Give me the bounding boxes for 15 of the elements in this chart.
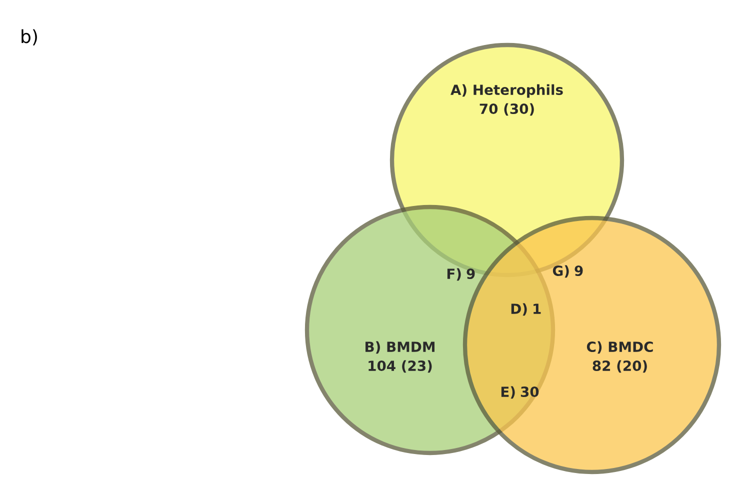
category-label: D) bbox=[511, 303, 527, 316]
data-label: 30 bbox=[520, 386, 539, 398]
data-label: 1 bbox=[534, 304, 541, 314]
data-label: 104 (23) bbox=[368, 360, 432, 373]
data-label: 9 bbox=[574, 266, 583, 276]
category-label: C) BMDC bbox=[586, 341, 653, 354]
category-label: A) Heterophils bbox=[450, 84, 563, 98]
category-label: E) bbox=[501, 386, 515, 399]
category-label: B) BMDM bbox=[366, 341, 434, 354]
data-label: 82 (20) bbox=[592, 360, 647, 373]
text: b) bbox=[22, 29, 37, 46]
data-label: 70 (30) bbox=[480, 103, 534, 116]
category-label: G) bbox=[552, 265, 569, 278]
data-label: 9 bbox=[466, 268, 475, 280]
category-label: F) bbox=[447, 268, 461, 281]
